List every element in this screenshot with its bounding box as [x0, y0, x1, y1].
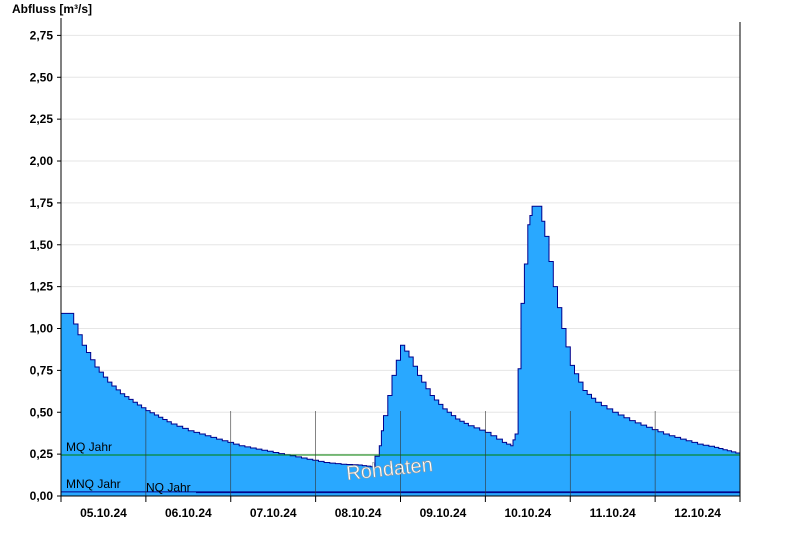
- y-tick-label: 0,75: [30, 363, 54, 377]
- y-tick-label: 2,75: [30, 28, 54, 42]
- y-tick-label: 1,75: [30, 196, 54, 210]
- x-tick-label: 07.10.24: [250, 506, 297, 520]
- x-tick-label: 11.10.24: [590, 506, 636, 520]
- reference-label: MNQ Jahr: [66, 477, 121, 491]
- reference-label: MQ Jahr: [66, 440, 112, 454]
- y-tick-label: 1,50: [30, 238, 54, 252]
- x-tick-label: 06.10.24: [165, 506, 212, 520]
- x-tick-label: 10.10.24: [504, 506, 551, 520]
- y-tick-label: 2,25: [30, 112, 54, 126]
- x-tick-label: 12.10.24: [674, 506, 721, 520]
- discharge-line: [60, 205, 741, 468]
- reference-label: NQ Jahr: [146, 481, 191, 495]
- x-tick-label: 08.10.24: [335, 506, 382, 520]
- y-tick-label: 0,25: [30, 447, 54, 461]
- axes: 0,00 0,25 0,50 0,75 1,00 1,25 1,50 1,75 2,00 2,25…: [30, 18, 741, 520]
- y-axis-title: Abfluss [m³/s]: [12, 2, 92, 16]
- y-tick-label: 0,00: [30, 489, 54, 503]
- x-tick-label: 05.10.24: [80, 506, 127, 520]
- reference-lines: MQ Jahr MNQ Jahr NQ Jahr: [61, 440, 740, 495]
- x-tick-label: 09.10.24: [420, 506, 467, 520]
- y-tick-label: 1,00: [30, 322, 54, 336]
- y-tick-label: 0,50: [30, 405, 54, 419]
- y-tick-label: 2,50: [30, 70, 54, 84]
- y-tick-label: 1,25: [30, 280, 54, 294]
- y-tick-label: 2,00: [30, 154, 54, 168]
